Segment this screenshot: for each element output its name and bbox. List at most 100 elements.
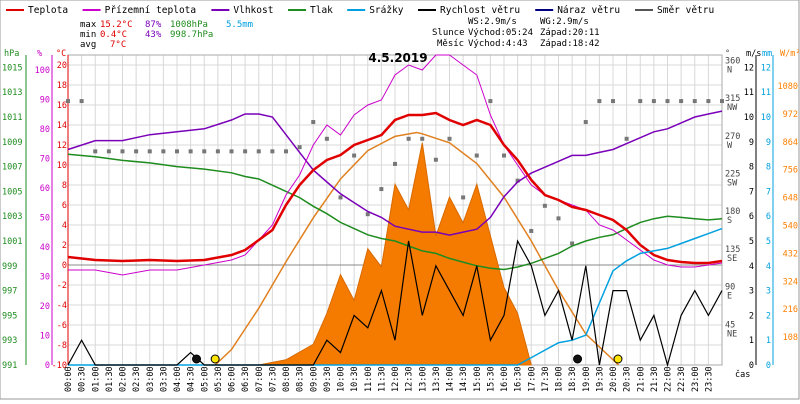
axis-time-tick: 02:00: [119, 366, 129, 392]
stat-avg-label: avg: [80, 40, 96, 50]
axis-time-tick: 12:30: [405, 366, 415, 392]
wind-dir-point: [502, 153, 506, 158]
series-wind-speed: [67, 239, 723, 368]
axis-dir-name: NW: [727, 103, 738, 113]
moon-label: Měsíc: [437, 39, 464, 49]
axis-time-tick: 20:30: [623, 366, 633, 392]
wind-direction-points: [66, 99, 724, 246]
moon-icon: [192, 354, 202, 364]
axis-celsius-tick: 4: [62, 221, 67, 231]
stat-max-hum: 87%: [145, 20, 162, 30]
axis-hpa-tick: 1005: [2, 187, 22, 197]
wind-dir-point: [461, 195, 466, 200]
series-theoretical-sun: [214, 131, 620, 366]
axis-mm-tick: 2: [766, 311, 771, 321]
axis-hpa-unit: hPa: [4, 49, 19, 59]
axis-dir-deg: 315: [725, 94, 740, 104]
axis-time-tick: 02:30: [132, 366, 142, 392]
axis-mm-tick: 12: [761, 63, 771, 73]
axis-celsius-tick: 0: [62, 261, 67, 271]
axis-percent-tick: 0: [45, 361, 50, 371]
sun-label: Slunce: [432, 28, 465, 38]
stat-max-label: max: [80, 20, 97, 30]
axis-celsius-tick: 20: [57, 61, 67, 71]
wind-dir-point: [638, 99, 643, 104]
axis-celsius-tick: 2: [62, 241, 67, 251]
legend-label-6: Náraz větru: [557, 5, 620, 16]
stat-min-label: min: [80, 30, 96, 40]
axis-time-tick: 09:30: [323, 366, 333, 392]
axis-mm-tick: 9: [766, 138, 771, 148]
wind-dir-point: [379, 187, 384, 192]
axis-time-tick: 10:30: [350, 366, 360, 392]
axis-time-tick: 23:30: [704, 366, 714, 392]
axis-time-tick: 15:30: [486, 366, 496, 392]
wind-dir-point: [175, 149, 179, 154]
axis-time-tick: 22:30: [677, 366, 687, 392]
axis-percent-tick: 20: [40, 302, 50, 312]
axis-ms-tick: 3: [749, 287, 754, 297]
wind-dir-point: [338, 195, 343, 200]
axis-mm-tick: 1: [766, 336, 771, 346]
axis-time-tick: 23:00: [691, 366, 701, 392]
wind-dir-point: [93, 149, 98, 154]
axis-hpa-tick: 999: [2, 262, 17, 272]
axis-time-tick: 05:30: [214, 366, 224, 392]
axis-ms-tick: 9: [749, 138, 754, 148]
legend-label-7: Směr větru: [657, 5, 714, 16]
axis-hpa-tick: 1009: [2, 138, 22, 148]
axis-wm2-tick: 1080: [778, 82, 798, 92]
wind-dir-point: [611, 99, 615, 104]
axis-percent-tick: 80: [40, 125, 50, 135]
axis-celsius-tick: 8: [62, 181, 67, 191]
axis-ms-tick: 8: [749, 163, 754, 173]
moon-set: Západ:18:42: [540, 39, 600, 49]
axis-time-tick: 08:30: [296, 366, 306, 392]
wind-dir-point: [515, 178, 520, 183]
axis-ms-tick: 10: [744, 113, 754, 123]
wind-dir-point: [720, 99, 724, 104]
wind-dir-point: [284, 149, 288, 154]
axis-time-tick: 16:00: [500, 366, 510, 392]
legend-label-0: Teplota: [28, 5, 68, 16]
sun-set: Západ:20:11: [540, 28, 600, 38]
axis-ms-tick: 2: [749, 311, 754, 321]
axis-time-tick: 04:30: [187, 366, 197, 392]
axis-celsius-tick: 6: [62, 201, 67, 211]
wind-dir-point: [243, 149, 248, 154]
axis-time-tick: 11:30: [377, 366, 387, 392]
axis-hpa-tick: 1001: [2, 237, 22, 247]
axis-time-tick: 06:30: [241, 366, 251, 392]
axis-mm-tick: 4: [766, 262, 771, 272]
axis-dir-deg: 360: [725, 56, 740, 66]
wind-dir-point: [624, 136, 629, 141]
axis-mm-unit: mm: [762, 49, 772, 59]
sun-rise: Východ:05:24: [468, 28, 533, 38]
axis-time-tick: 11:00: [364, 366, 374, 392]
axis-hpa-tick: 1011: [2, 113, 22, 123]
axis-dir-deg: 135: [725, 245, 740, 255]
axis-celsius-unit: °C: [56, 49, 66, 59]
axis-wm2-tick: 756: [783, 166, 798, 176]
axis-hpa-tick: 991: [2, 361, 17, 371]
axis-percent-tick: 70: [40, 154, 50, 164]
axis-time-tick: 07:30: [268, 366, 278, 392]
axis-dir-deg: 180: [725, 207, 740, 217]
wind-dir-point: [270, 149, 275, 154]
axis-celsius-tick: -2: [57, 281, 67, 291]
wind-dir-point: [229, 149, 234, 154]
wind-dir-point: [352, 153, 357, 158]
axis-celsius-tick: 10: [57, 161, 67, 171]
wind-dir-point: [256, 149, 261, 154]
axis-dir-name: NE: [727, 329, 737, 339]
axis-celsius-tick: 12: [57, 141, 67, 151]
wind-dir-point: [583, 120, 588, 125]
axis-time-tick: 13:30: [432, 366, 442, 392]
axis-wm2-tick: 864: [783, 138, 798, 148]
axis-percent-tick: 90: [40, 95, 50, 105]
wind-dir-point: [324, 136, 329, 141]
axis-ms-tick: 12: [744, 63, 754, 73]
axis-mm-tick: 10: [761, 113, 771, 123]
axis-time-tick: 17:30: [541, 366, 551, 392]
axis-wm2-tick: 432: [783, 249, 798, 259]
